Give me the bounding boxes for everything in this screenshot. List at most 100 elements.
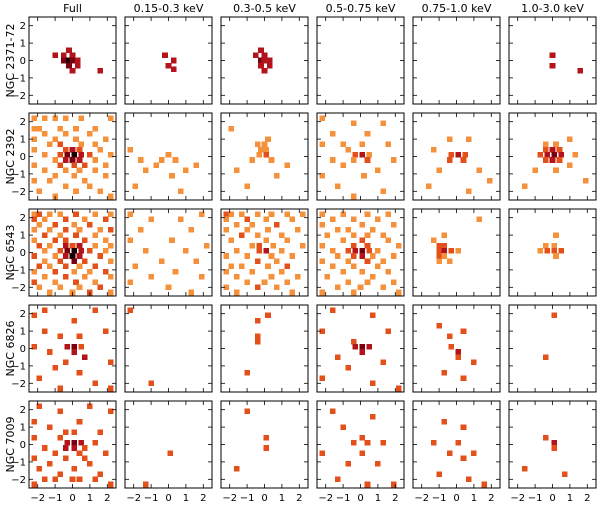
count-pixel xyxy=(69,52,76,59)
count-pixel xyxy=(268,253,275,259)
count-pixel xyxy=(476,167,482,174)
count-pixel xyxy=(47,424,53,430)
row-label-ngc-6826: NGC 6826 xyxy=(4,321,17,377)
count-pixel xyxy=(273,221,280,228)
count-pixel xyxy=(108,211,114,218)
count-pixel xyxy=(364,232,371,238)
count-pixel xyxy=(266,62,273,69)
count-pixel xyxy=(254,258,261,264)
count-pixel xyxy=(249,157,256,163)
count-pixel xyxy=(41,151,48,158)
count-pixel xyxy=(165,284,172,291)
x-tick-label: 0 xyxy=(69,493,75,504)
count-pixel xyxy=(329,247,336,254)
count-pixel xyxy=(385,141,392,148)
count-pixel xyxy=(73,232,79,238)
count-pixel xyxy=(108,274,114,280)
count-pixel xyxy=(47,178,53,184)
count-pixel xyxy=(31,115,38,122)
panel-ngc-6826-full: 2 1 0 −1 −2 xyxy=(11,304,117,393)
count-pixel xyxy=(73,136,79,142)
count-pixel xyxy=(193,258,200,264)
y-tick-label: 0 xyxy=(20,344,26,355)
count-pixel xyxy=(364,258,371,264)
count-pixel xyxy=(57,125,64,132)
count-pixel xyxy=(31,253,38,259)
count-pixel xyxy=(446,258,453,264)
count-pixel xyxy=(97,227,104,233)
count-pixel xyxy=(249,268,256,275)
count-pixel xyxy=(102,172,109,179)
count-pixel xyxy=(436,323,442,329)
x-tick-label: −1 xyxy=(432,493,447,504)
count-pixel xyxy=(52,450,58,456)
count-pixel xyxy=(258,62,264,69)
count-pixel xyxy=(31,343,38,350)
x-tick-label: 1 xyxy=(375,493,381,504)
panel-frame xyxy=(28,16,117,105)
count-pixel xyxy=(41,131,48,137)
count-pixel xyxy=(265,263,271,270)
count-pixel xyxy=(71,221,78,228)
count-pixel xyxy=(542,434,549,441)
count-pixel xyxy=(436,253,442,259)
count-pixel xyxy=(385,237,392,244)
count-pixel xyxy=(396,289,402,296)
count-pixel xyxy=(52,476,58,483)
count-pixel xyxy=(74,57,81,64)
x-tick-label: 1 xyxy=(183,493,189,504)
count-pixel xyxy=(460,455,467,462)
count-pixel xyxy=(223,211,230,218)
count-pixel xyxy=(52,237,58,244)
count-pixel xyxy=(41,167,48,174)
count-pixel xyxy=(87,247,93,254)
count-pixel xyxy=(446,157,453,163)
panel-frame xyxy=(412,208,501,297)
count-pixel xyxy=(57,162,64,168)
count-pixel xyxy=(366,247,372,254)
count-pixel xyxy=(78,439,84,446)
count-pixel xyxy=(263,434,270,441)
count-pixel xyxy=(78,247,84,254)
count-pixel xyxy=(228,211,235,218)
y-tick-label: 2 xyxy=(20,309,26,320)
count-pixel xyxy=(74,62,81,69)
count-pixel xyxy=(87,131,93,137)
x-tick-label: −1 xyxy=(144,493,159,504)
panel-background xyxy=(221,401,308,488)
count-pixel xyxy=(268,157,275,163)
count-pixel xyxy=(167,450,174,456)
count-pixel xyxy=(102,328,109,334)
count-pixel xyxy=(92,307,98,314)
column-title-0-3-0-5-kev: 0.3-0.5 keV xyxy=(233,2,296,15)
count-pixel xyxy=(57,471,64,477)
panel-ngc-7009-0-15-0-3-kev: −2 −1 0 1 2 xyxy=(124,400,213,504)
count-pixel xyxy=(441,253,448,259)
count-pixel xyxy=(71,317,78,324)
count-pixel xyxy=(549,157,556,163)
panel-frame xyxy=(28,112,117,201)
y-tick-label: −1 xyxy=(11,361,26,372)
count-pixel xyxy=(465,136,472,142)
x-tick-label: 0 xyxy=(357,493,363,504)
count-pixel xyxy=(345,364,352,371)
count-pixel xyxy=(62,131,69,137)
count-pixel xyxy=(87,460,93,467)
panel-frame xyxy=(508,400,597,489)
count-pixel xyxy=(92,211,98,218)
count-pixel xyxy=(92,439,98,446)
count-pixel xyxy=(460,424,467,430)
count-pixel xyxy=(41,247,48,254)
count-pixel xyxy=(81,445,88,451)
x-tick-label: −1 xyxy=(48,493,63,504)
panel-frame xyxy=(220,208,309,297)
count-pixel xyxy=(97,146,104,153)
count-pixel xyxy=(36,263,43,270)
count-pixel xyxy=(97,471,104,477)
count-pixel xyxy=(62,253,69,259)
count-pixel xyxy=(108,193,114,200)
count-pixel xyxy=(431,237,437,244)
count-pixel xyxy=(572,151,578,158)
count-pixel xyxy=(92,232,98,238)
x-tick-label: 0 xyxy=(261,493,267,504)
